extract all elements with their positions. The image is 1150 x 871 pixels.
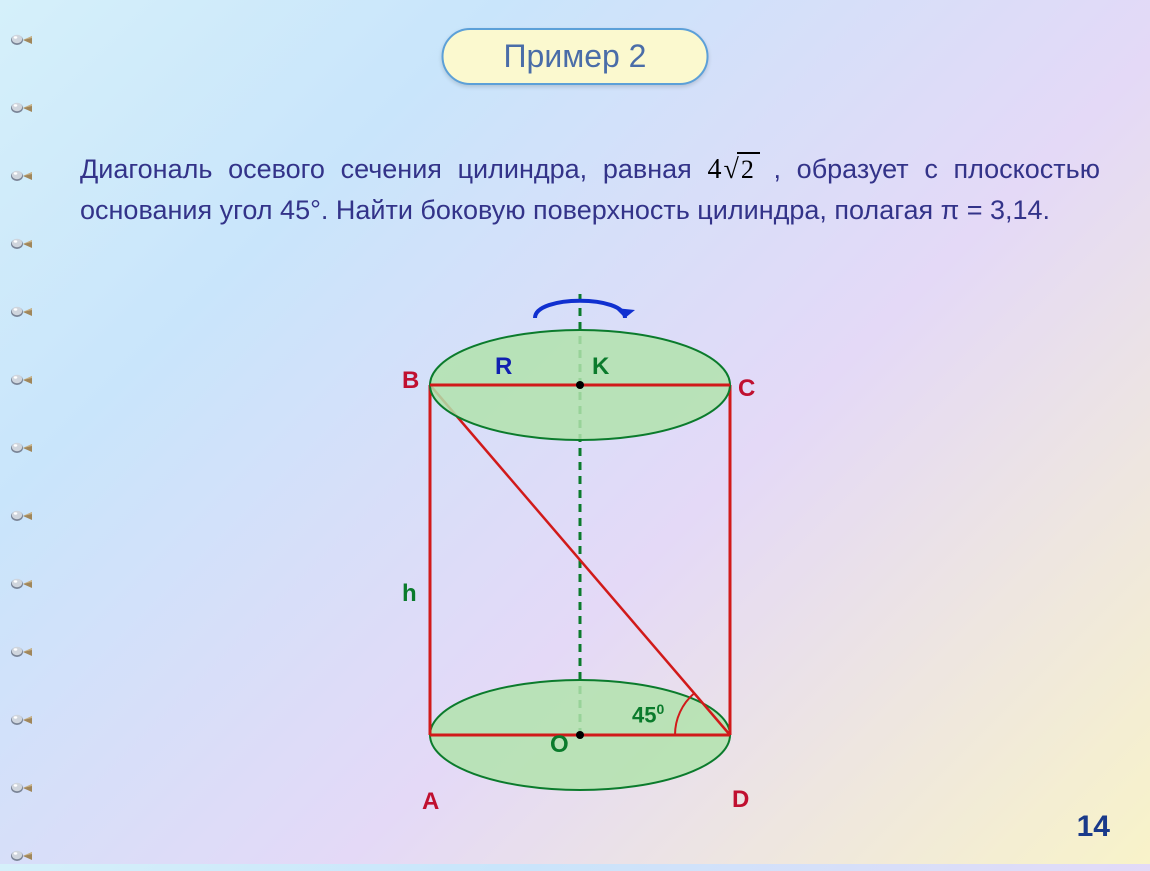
label-C: C xyxy=(738,375,755,403)
label-B: B xyxy=(402,367,419,395)
formula-coef: 4 xyxy=(707,154,721,185)
page-number: 14 xyxy=(1077,810,1110,844)
bullet-icon xyxy=(10,710,34,730)
bullet-icon xyxy=(10,642,34,662)
problem-part1: Диагональ осевого сечения цилиндра, равн… xyxy=(80,154,707,184)
bullet-icon xyxy=(10,846,34,866)
label-D: D xyxy=(732,786,749,814)
point-K xyxy=(576,381,584,389)
rotation-arrow-head xyxy=(615,308,635,318)
formula-radicand: 2 xyxy=(739,155,758,184)
label-R: R xyxy=(495,353,512,381)
cylinder-diagram: B C A D K O R h 450 xyxy=(330,290,830,830)
problem-formula: 4√2 xyxy=(707,150,757,191)
bullet-icon xyxy=(10,166,34,186)
label-h: h xyxy=(402,580,417,608)
slide-bullets xyxy=(10,30,34,866)
bullet-icon xyxy=(10,302,34,322)
bullet-icon xyxy=(10,438,34,458)
bullet-icon xyxy=(10,506,34,526)
bullet-icon xyxy=(10,98,34,118)
point-O xyxy=(576,731,584,739)
bullet-icon xyxy=(10,574,34,594)
label-O: O xyxy=(550,731,569,759)
bullet-icon xyxy=(10,30,34,50)
bullet-icon xyxy=(10,778,34,798)
label-angle: 450 xyxy=(632,701,664,728)
bullet-icon xyxy=(10,234,34,254)
label-A: A xyxy=(422,788,439,816)
bullet-icon xyxy=(10,370,34,390)
problem-text: Диагональ осевого сечения цилиндра, равн… xyxy=(80,150,1100,230)
title-pill: Пример 2 xyxy=(442,28,709,85)
title-text: Пример 2 xyxy=(504,38,647,74)
label-K: K xyxy=(592,353,609,381)
